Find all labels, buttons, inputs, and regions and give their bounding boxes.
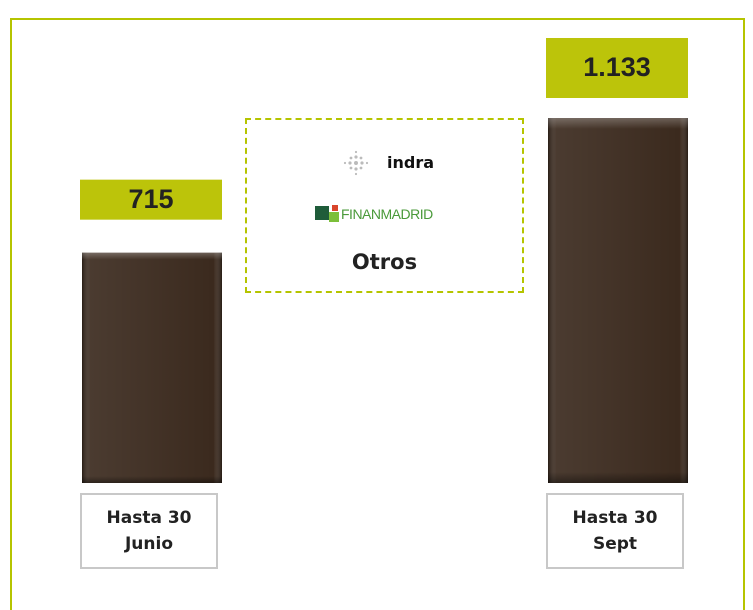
finanmadrid-icon xyxy=(315,205,339,222)
indra-icon xyxy=(343,150,369,176)
others-label: Otros xyxy=(351,250,418,274)
chart: 715 1.133 xyxy=(80,38,688,483)
value-label-box xyxy=(546,38,688,98)
indra-logo-text: indra xyxy=(387,153,435,172)
category-label: Hasta 30 Junio xyxy=(80,493,218,569)
bar-bevel xyxy=(548,118,688,483)
slide: indra FINANMADRID Otros 715 1.133 Hasta 3… xyxy=(10,18,745,610)
finanmadrid-logo-text: FINANMADRID xyxy=(341,206,433,222)
category-label: Hasta 30 Sept xyxy=(546,493,684,569)
value-label: 1.133 xyxy=(583,52,651,82)
value-label-box xyxy=(80,179,222,220)
frame xyxy=(10,18,745,610)
others-box: indra FINANMADRID Otros xyxy=(245,118,524,293)
bar-bevel xyxy=(82,252,222,483)
value-label: 715 xyxy=(128,184,173,214)
